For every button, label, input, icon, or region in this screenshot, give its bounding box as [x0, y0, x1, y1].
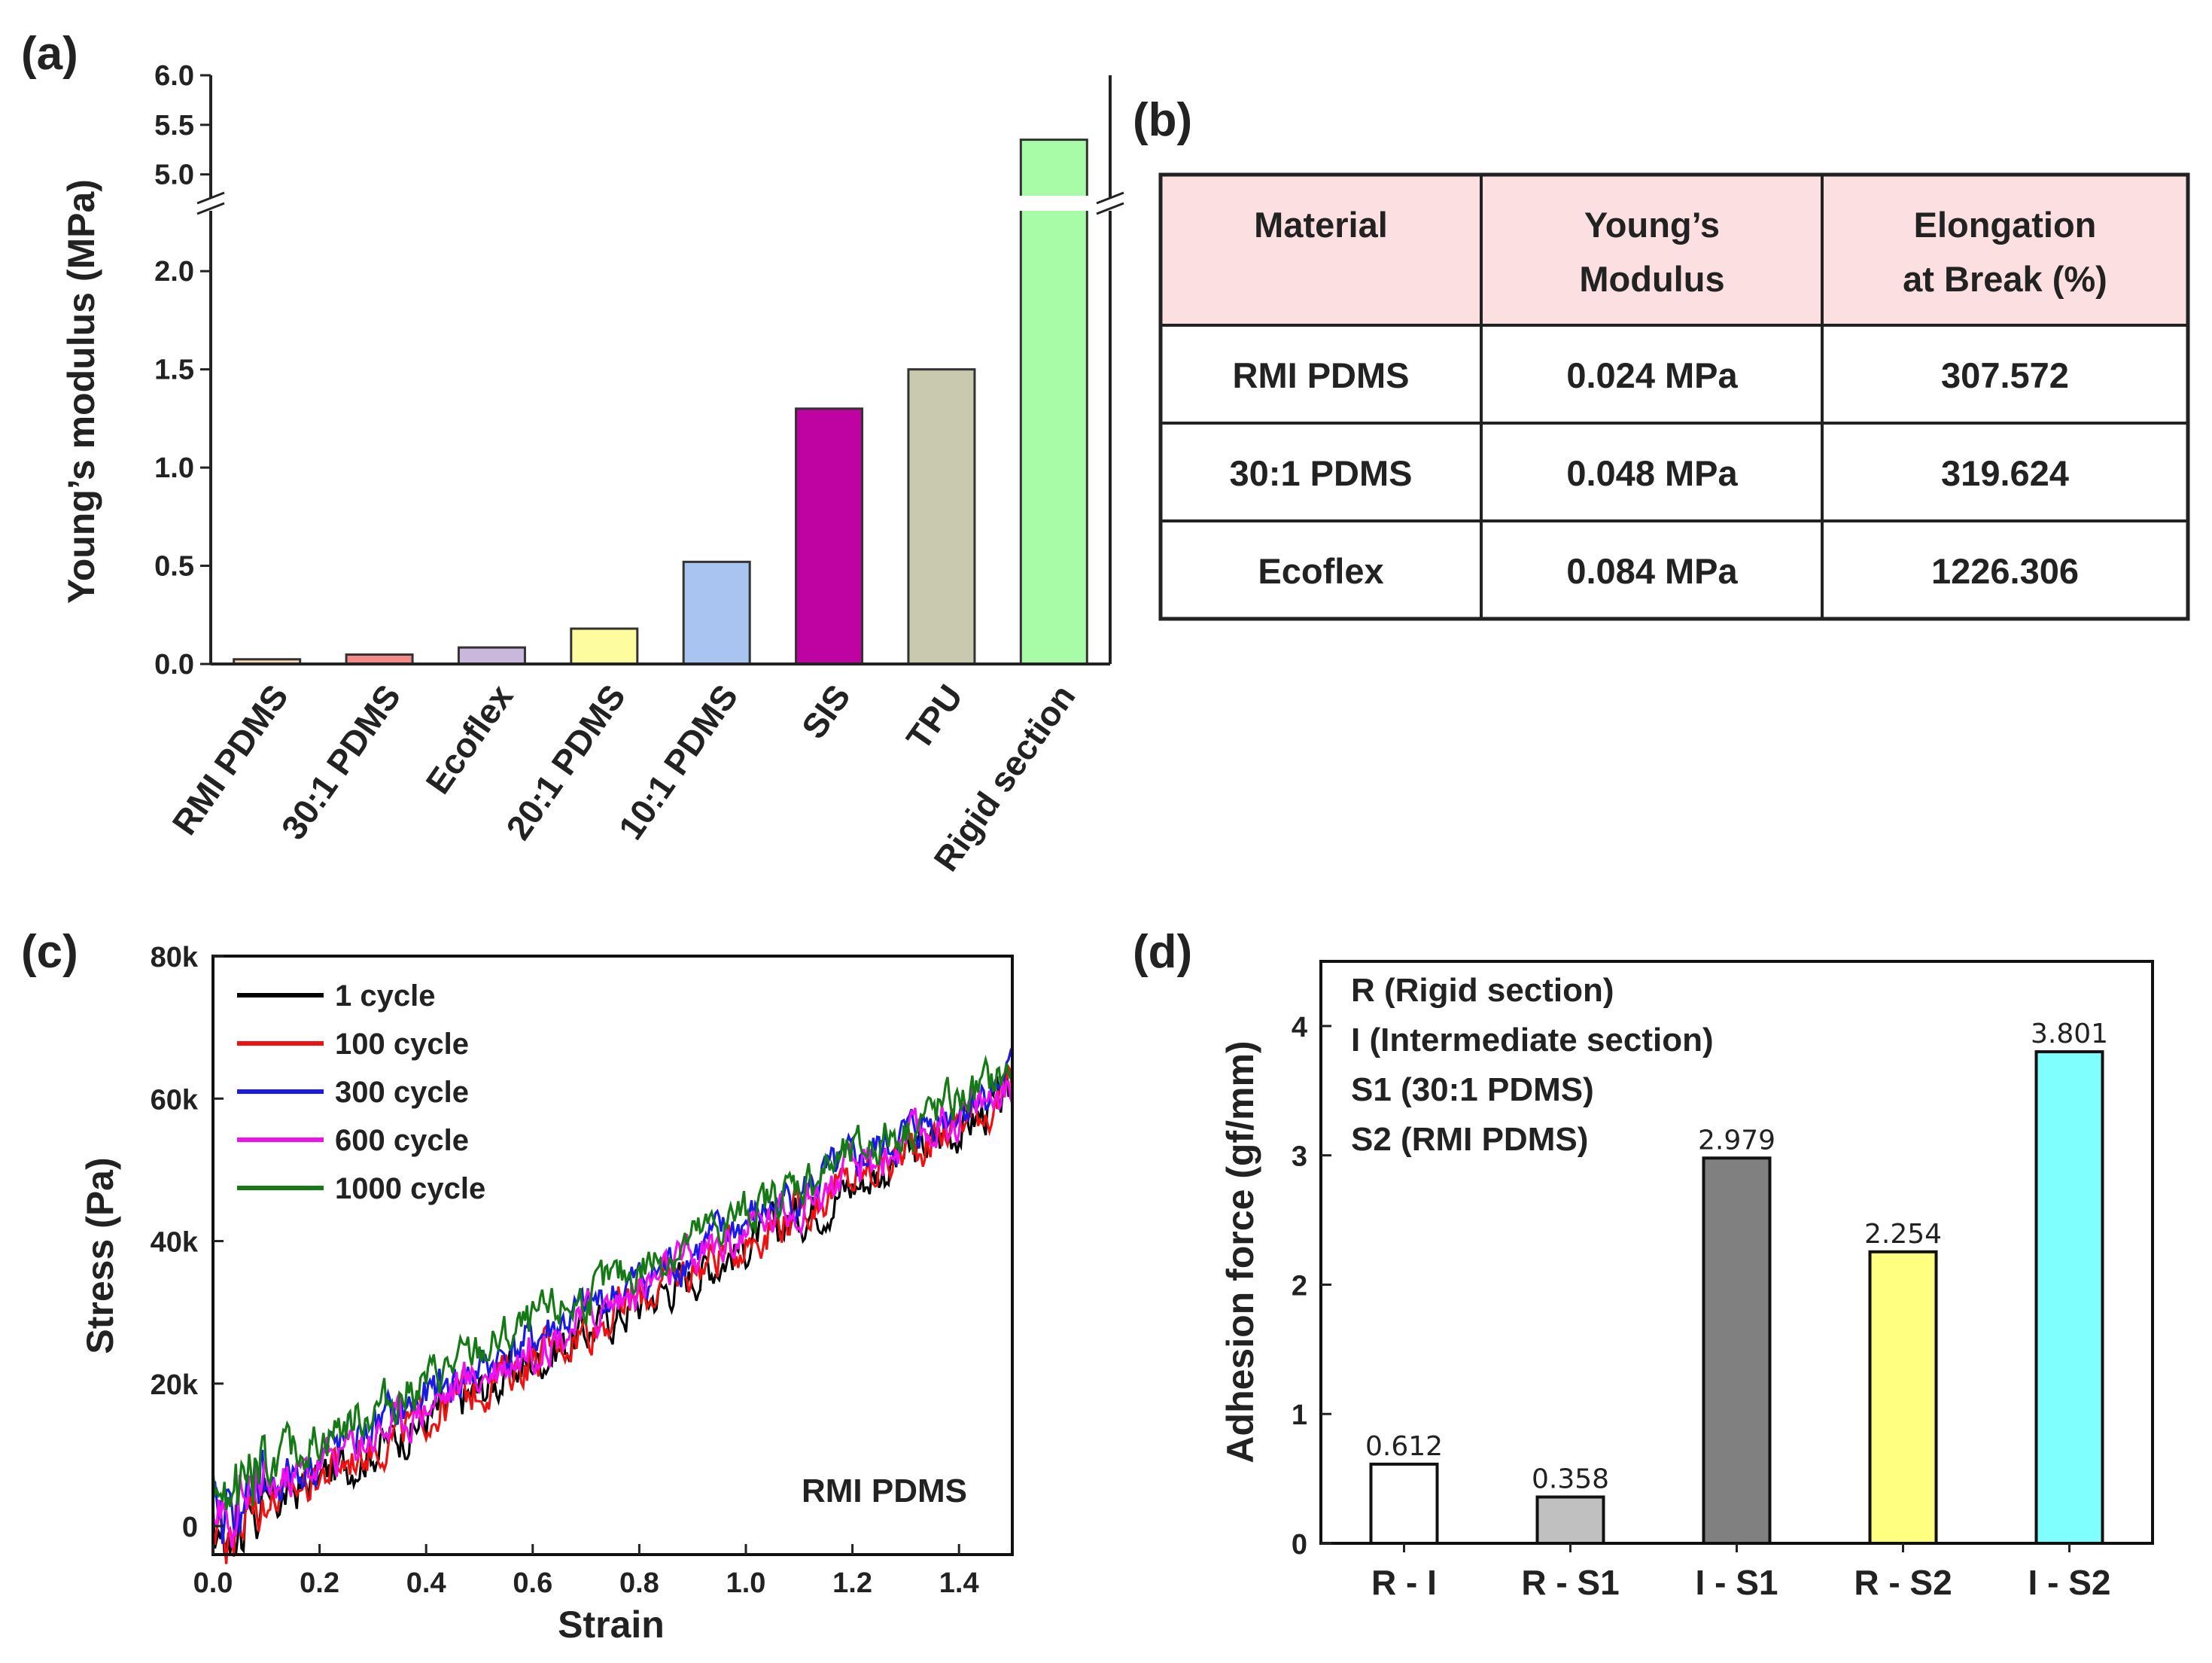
chart-c-frame [211, 955, 1014, 1556]
chart-c-legend-label: 1 cycle [335, 979, 435, 1013]
chart-c-xtick-label: 0.0 [193, 1567, 233, 1599]
chart-c-ytick-label: 60k [151, 1084, 199, 1116]
chart-a-category-label: TPU [899, 678, 970, 757]
table-header-modulus-line2: Modulus [1579, 259, 1724, 299]
chart-a-ytick-label: 0.5 [154, 551, 194, 583]
chart-a-ytick-label: 2.0 [154, 256, 194, 288]
chart-d-ytick-label: 0 [1292, 1529, 1307, 1561]
chart-a-bar [907, 368, 976, 666]
chart-a-ytick-label: 0.0 [154, 649, 194, 681]
chart-a-category-label: SIS [794, 678, 858, 746]
chart-c-xtick-label: 1.0 [726, 1567, 766, 1599]
chart-d-ytick-label: 3 [1292, 1141, 1307, 1173]
chart-c-xtick-label: 0.4 [406, 1567, 446, 1599]
panel-label-d: (d) [1133, 926, 1192, 978]
chart-d-value-label: 0.358 [1532, 1464, 1609, 1495]
chart-d-adhesion-force: 0.612 0.358 2.979 2.254 3.801 R - I R - S1 I -… [1219, 960, 2154, 1602]
table-b-material-properties: Material Young’s Modulus Elongation at B… [1158, 172, 2190, 621]
chart-d-category-label: I - S1 [1696, 1563, 1778, 1602]
chart-a-category-label: RMI PDMS [164, 678, 296, 842]
table-cell: 319.624 [1941, 453, 2069, 493]
chart-d-value-label: 3.801 [2031, 1019, 2108, 1049]
table-header-elongation-line2: at Break (%) [1903, 259, 2107, 299]
chart-d-bar [1702, 1156, 1772, 1546]
chart-a-bar [570, 627, 639, 666]
chart-a-bar [795, 407, 864, 666]
panel-label-a: (a) [21, 28, 78, 80]
chart-c-annotation: RMI PDMS [802, 1473, 967, 1509]
chart-a-bar [1019, 139, 1088, 666]
chart-d-legend-note: I (Intermediate section) [1351, 1022, 1714, 1058]
chart-c-ytick-label: 20k [151, 1369, 199, 1401]
table-header-elongation-line1: Elongation [1914, 205, 2097, 245]
chart-c-legend-label: 300 cycle [335, 1076, 469, 1109]
table-header-background [1161, 175, 2188, 325]
chart-a-break-mark [196, 202, 225, 215]
chart-d-legend-note: S2 (RMI PDMS) [1351, 1121, 1588, 1158]
chart-d-category-label: R - S2 [1854, 1563, 1952, 1602]
table-cell: 0.084 MPa [1566, 551, 1738, 591]
chart-c-legend-label: 600 cycle [335, 1124, 469, 1157]
chart-a-category-label: Ecoflex [418, 678, 521, 801]
chart-c-xtick-label: 0.6 [513, 1567, 552, 1599]
table-cell: 0.048 MPa [1566, 453, 1738, 493]
table-cell: RMI PDMS [1233, 355, 1410, 395]
chart-d-value-label: 0.612 [1365, 1431, 1443, 1462]
table-header-material: Material [1254, 205, 1388, 245]
chart-c-series-line [211, 1054, 1014, 1511]
chart-d-value-label: 2.979 [1698, 1125, 1775, 1156]
chart-a-bar [457, 646, 526, 666]
chart-c-xtick-label: 1.4 [939, 1567, 979, 1599]
chart-d-value-label: 2.254 [1864, 1219, 1942, 1250]
chart-c-xtick-label: 0.8 [619, 1567, 659, 1599]
chart-c-series-line [211, 1071, 1014, 1555]
chart-a-ytick-label: 5.5 [154, 110, 194, 142]
chart-d-category-label: R - I [1371, 1563, 1437, 1602]
chart-d-ytick-label: 1 [1292, 1400, 1307, 1431]
chart-a-break-mark [1096, 202, 1124, 215]
chart-d-category-label: R - S1 [1521, 1563, 1619, 1602]
chart-c-ytick-label: 0 [182, 1512, 198, 1543]
chart-c-xtick-label: 0.2 [300, 1567, 339, 1599]
chart-d-category-label: I - S2 [2028, 1563, 2111, 1602]
chart-a-break-mark [1096, 191, 1124, 205]
chart-c-xtick-label: 1.2 [832, 1567, 872, 1599]
table-cell: 0.024 MPa [1566, 355, 1738, 395]
chart-c-ytick-label: 80k [151, 942, 199, 973]
table-cell: 307.572 [1941, 355, 2069, 395]
chart-d-bar [1369, 1462, 1439, 1545]
chart-a-ylabel: Young’s modulus (MPa) [60, 179, 102, 604]
chart-d-bar [1868, 1250, 1938, 1545]
chart-d-legend-note: S1 (30:1 PDMS) [1351, 1071, 1594, 1108]
chart-c-ytick-label: 40k [151, 1227, 199, 1259]
chart-d-ylabel: Adhesion force (gf/mm) [1219, 1040, 1261, 1463]
table-cell: 1226.306 [1931, 551, 2079, 591]
table-cell: Ecoflex [1258, 551, 1383, 591]
chart-a-ytick-label: 1.5 [154, 355, 194, 386]
chart-c-legend-label: 1000 cycle [335, 1172, 485, 1205]
chart-a-ytick-label: 5.0 [154, 160, 194, 191]
chart-a-break-mark [196, 191, 225, 205]
chart-d-legend-note: R (Rigid section) [1351, 972, 1614, 1009]
chart-d-bar [1535, 1495, 1605, 1545]
table-cell: 30:1 PDMS [1230, 453, 1413, 493]
chart-c-legend-label: 100 cycle [335, 1028, 469, 1061]
panel-label-b: (b) [1133, 94, 1192, 146]
chart-a-ytick-label: 1.0 [154, 452, 194, 484]
chart-c-xlabel: Strain [558, 1604, 665, 1646]
chart-d-bar [2034, 1050, 2104, 1545]
panel-label-c: (c) [21, 926, 78, 978]
table-header-modulus-line1: Young’s [1584, 205, 1720, 245]
chart-d-ytick-label: 4 [1292, 1012, 1307, 1043]
chart-c-ylabel: Stress (Pa) [79, 1157, 121, 1354]
chart-a-ytick-label: 6.0 [154, 60, 194, 92]
chart-d-ytick-label: 2 [1292, 1270, 1307, 1302]
chart-c-stress-strain: 0.0 0.2 0.4 0.6 0.8 1.0 1.2 1.4 0 20k 40k 60k 80k 1 … [79, 942, 1014, 1646]
chart-a-bar [682, 560, 751, 666]
chart-a-axis-break-band [214, 196, 1107, 211]
table-border [1158, 172, 2190, 621]
